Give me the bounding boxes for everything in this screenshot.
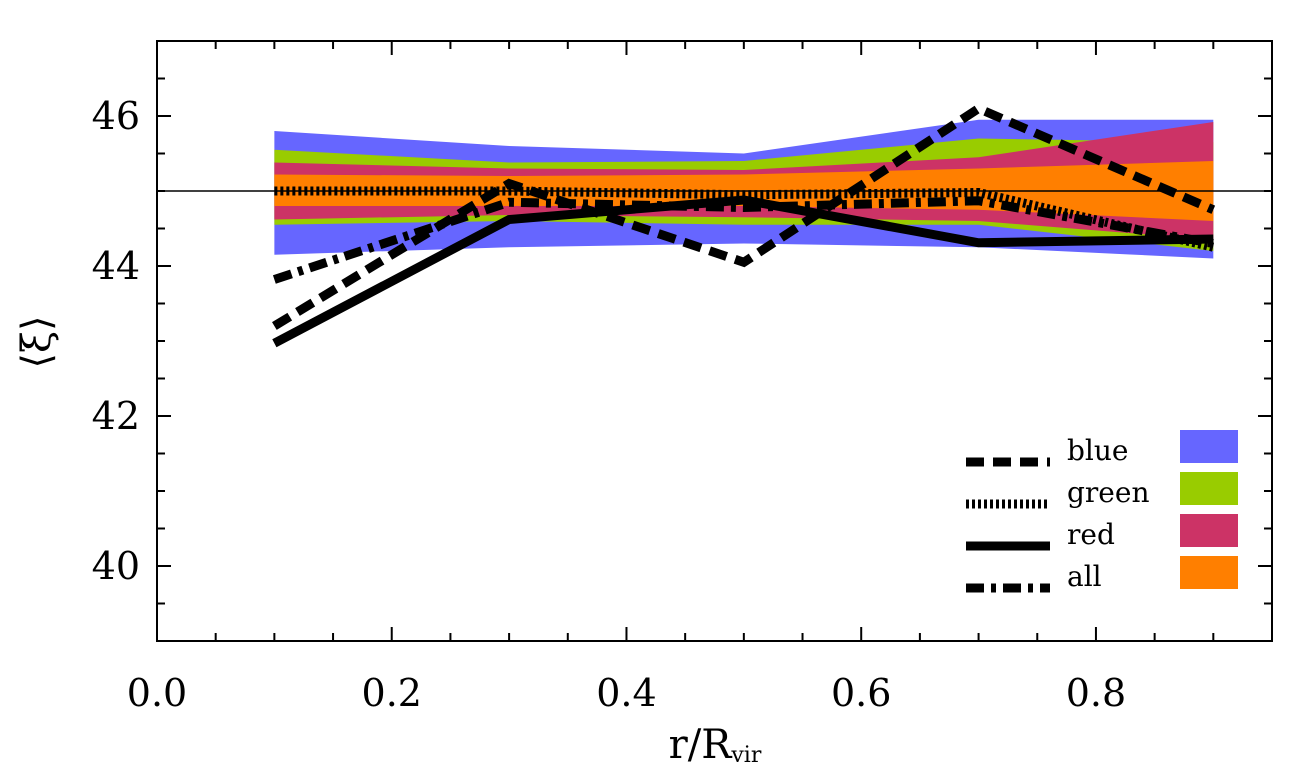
y-tick-label: 42 — [92, 394, 140, 438]
x-tick-labels: 0.0 0.2 0.4 0.6 0.8 — [127, 671, 1126, 715]
legend-label-red: red — [1067, 518, 1115, 551]
series-line-all — [272, 196, 1215, 284]
legend-swatch-all — [1180, 556, 1238, 589]
x-tick-label: 0.6 — [831, 671, 891, 715]
y-axis-label: ⟨ξ⟩ — [14, 315, 60, 368]
y-tick-labels: 40 42 44 46 — [92, 94, 140, 588]
y-tick-label: 40 — [92, 544, 140, 588]
x-axis-label-main: r/R — [669, 722, 734, 767]
legend-swatch-green — [1180, 472, 1238, 505]
legend-label-blue: blue — [1067, 434, 1128, 467]
legend-swatch-blue — [1180, 430, 1238, 463]
legend: blue green red all — [966, 430, 1238, 593]
x-tick-label: 0.0 — [127, 671, 187, 715]
x-tick-label: 0.4 — [596, 671, 656, 715]
series-line-green — [274, 186, 1215, 252]
series-lines — [272, 103, 1216, 348]
x-tick-label: 0.2 — [362, 671, 422, 715]
legend-label-green: green — [1067, 476, 1149, 509]
series-line-red — [272, 195, 1214, 348]
y-tick-label: 46 — [92, 94, 140, 138]
x-axis-label: r/Rvir — [669, 722, 762, 767]
x-axis-label-sub: vir — [730, 743, 761, 767]
y-tick-label: 44 — [92, 244, 140, 288]
legend-label-all: all — [1067, 560, 1102, 593]
axis-ticks — [156, 40, 1273, 642]
series-line-blue — [272, 103, 1216, 330]
x-tick-label: 0.8 — [1066, 671, 1126, 715]
legend-swatch-red — [1180, 514, 1238, 547]
